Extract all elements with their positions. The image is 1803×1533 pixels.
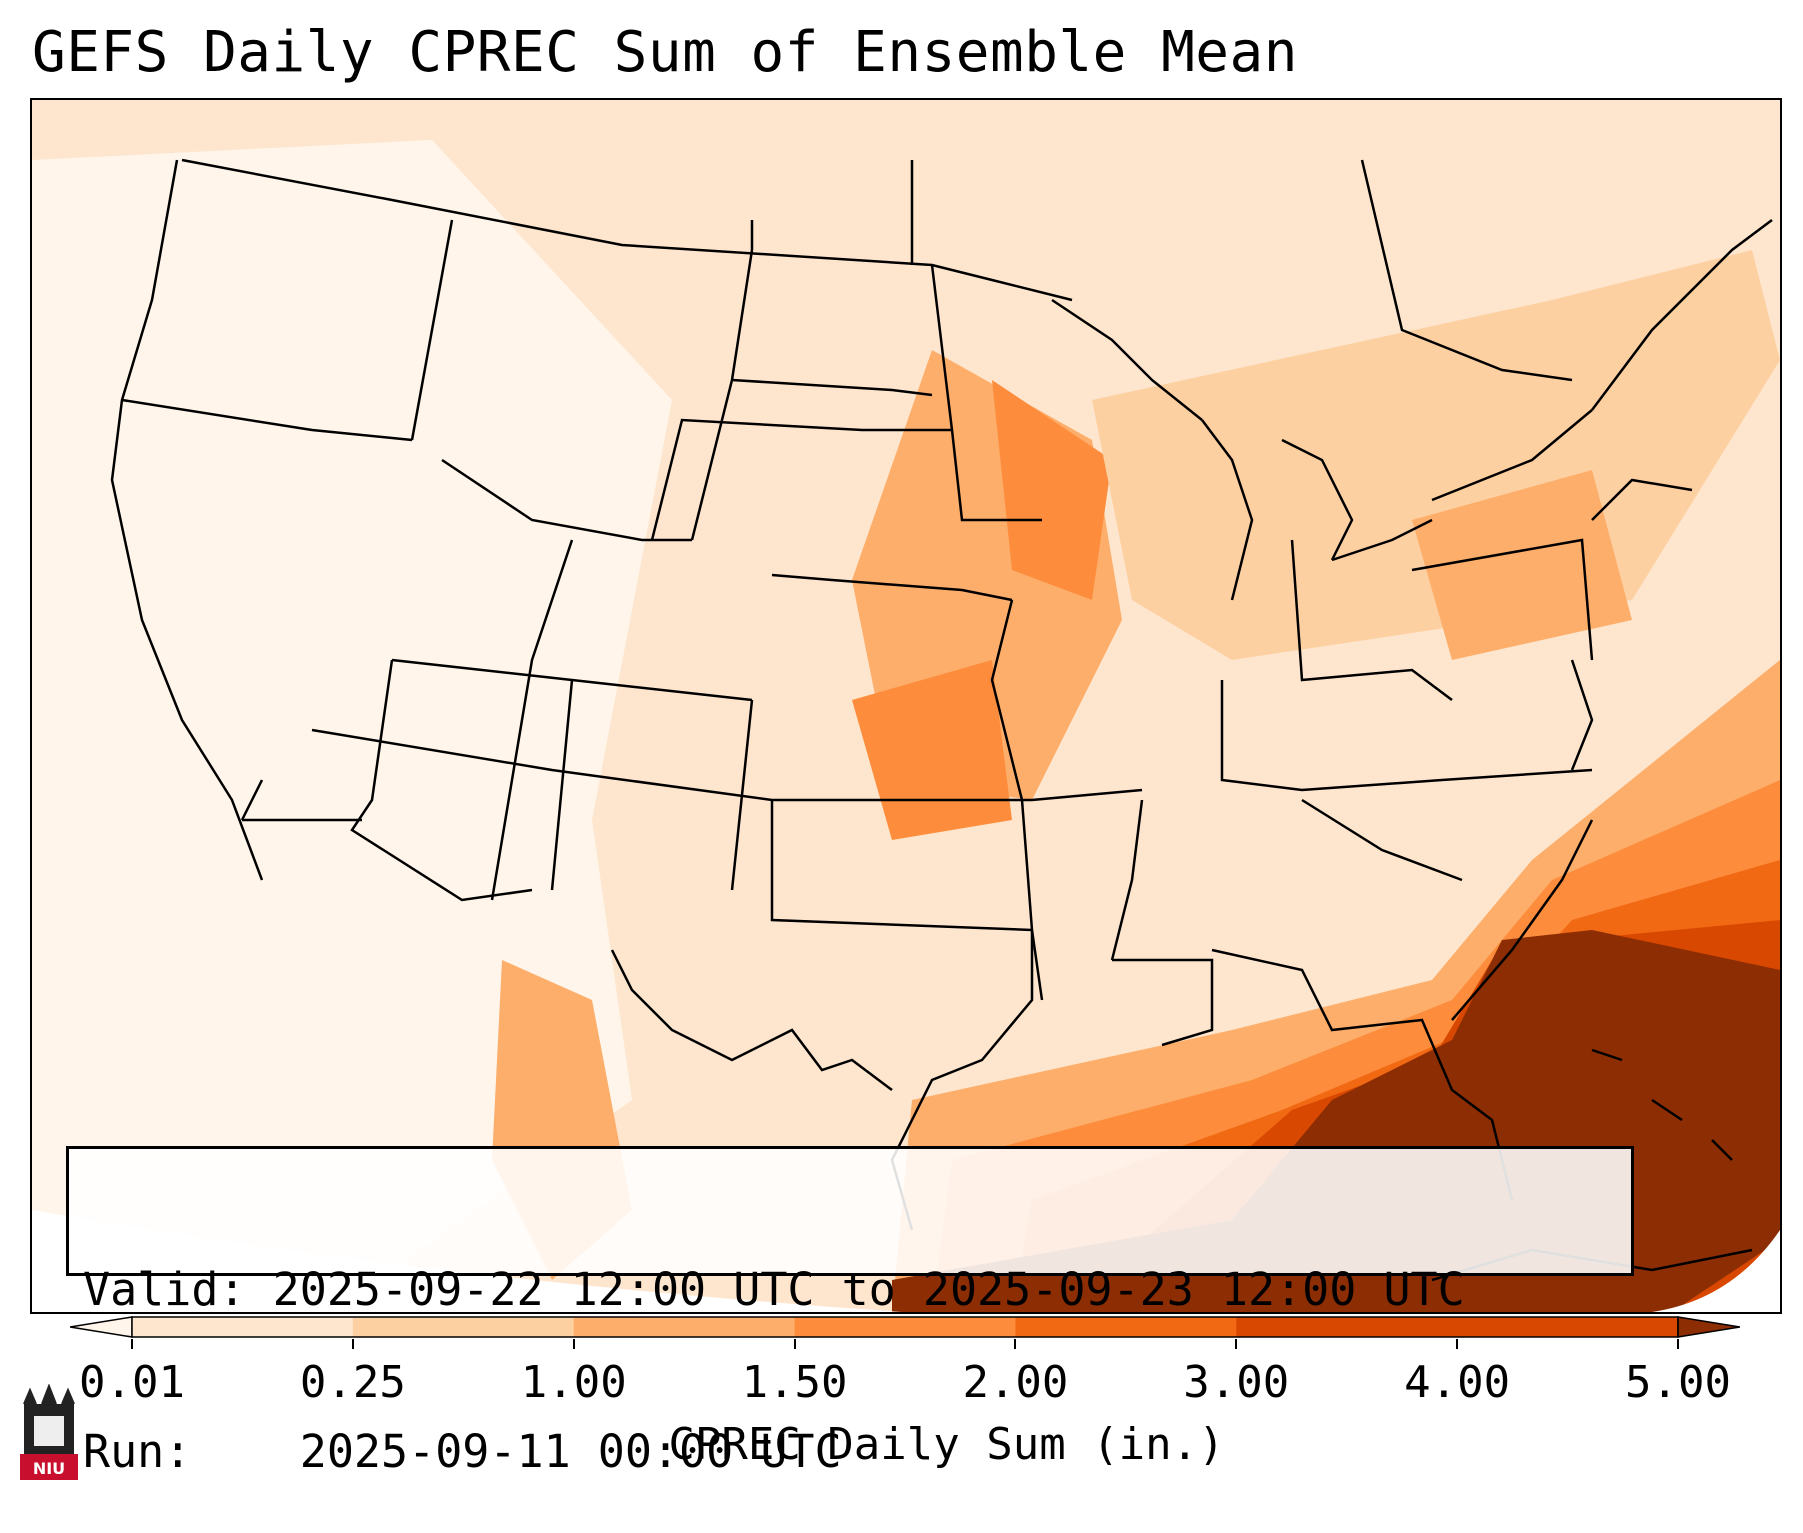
colorbar-tick-label: 0.01 <box>79 1357 185 1408</box>
pacific-coast <box>110 159 264 881</box>
boundaries <box>110 158 1773 1282</box>
atlantic-coast <box>1451 819 1594 1021</box>
lake-ontario <box>1431 409 1593 502</box>
colorbar-tick-mark <box>793 1339 796 1349</box>
field-pa-ny <box>1412 470 1632 660</box>
st-lawrence <box>1591 219 1773 411</box>
valid-run-info-box: Valid: 2025-09-22 12:00 UTC to 2025-09-2… <box>66 1146 1634 1478</box>
colorbar-outline <box>131 1316 1679 1338</box>
colorbar-tick-label: 1.50 <box>741 1357 848 1408</box>
colorbar-extend-min <box>70 1316 133 1338</box>
niu-logo: NIU <box>20 1384 78 1480</box>
colorbar-tick-mark <box>1235 1339 1238 1349</box>
colorbar-tick-label: 3.00 <box>1183 1357 1290 1408</box>
run-line: Run: 2025-09-11 00:00 UTC <box>83 1425 1631 1479</box>
colorbar-segment <box>1015 1317 1237 1337</box>
valid-value: 2025-09-22 12:00 UTC to 2025-09-23 12:00… <box>272 1263 1465 1316</box>
run-value: 2025-09-11 00:00 UTC <box>299 1425 842 1478</box>
colorbar-tick-mark <box>1677 1339 1679 1349</box>
border-us-canada <box>181 158 1073 302</box>
colorbar-tick-mark <box>1456 1339 1459 1349</box>
colorbar-label: CPREC Daily Sum (in.) <box>668 1419 1225 1470</box>
colorbar-tick-label: 4.00 <box>1404 1357 1511 1408</box>
colorbar-tick-label: 2.00 <box>962 1357 1069 1408</box>
colorbar-segment <box>1236 1317 1458 1337</box>
lake-erie <box>1331 518 1433 562</box>
map-title: GEFS Daily CPREC Sum of Ensemble Mean <box>32 20 1298 85</box>
colorbar-segment <box>794 1317 1016 1337</box>
logo-text: NIU <box>33 1459 65 1478</box>
projection-edge-right <box>1652 1230 1780 1312</box>
colorbar-tick-mark <box>351 1339 354 1349</box>
valid-line: Valid: 2025-09-22 12:00 UTC to 2025-09-2… <box>83 1263 1631 1317</box>
lake-michigan <box>1201 419 1254 601</box>
precipitation-map <box>30 98 1782 1314</box>
colorbar-tick-label: 0.25 <box>299 1357 406 1408</box>
colorbar-segment <box>573 1317 796 1337</box>
colorbar-tick-label: 5.00 <box>1625 1357 1731 1408</box>
colorbar <box>70 1316 1740 1338</box>
colorbar-tick-mark <box>1014 1339 1017 1349</box>
colorbar-extend-max <box>1677 1316 1740 1338</box>
run-label: Run: <box>83 1425 192 1478</box>
colorbar-tick-mark <box>572 1339 575 1349</box>
colorbar-segment <box>132 1317 354 1337</box>
map-canvas <box>32 100 1780 1312</box>
projection-edge-left <box>32 1210 902 1312</box>
colorbar-segment <box>352 1317 575 1337</box>
field-iowa-minn <box>992 380 1112 600</box>
colorbar-tick-label: 1.00 <box>520 1357 627 1408</box>
lake-huron <box>1281 438 1354 561</box>
valid-label: Valid: <box>83 1263 246 1316</box>
gulf-florida-coast <box>1211 948 1514 1201</box>
lake-superior <box>1051 298 1203 421</box>
colorbar-segment <box>1457 1317 1679 1337</box>
field-kansas-mo <box>852 660 1012 840</box>
colorbar-tick-mark <box>131 1339 133 1349</box>
